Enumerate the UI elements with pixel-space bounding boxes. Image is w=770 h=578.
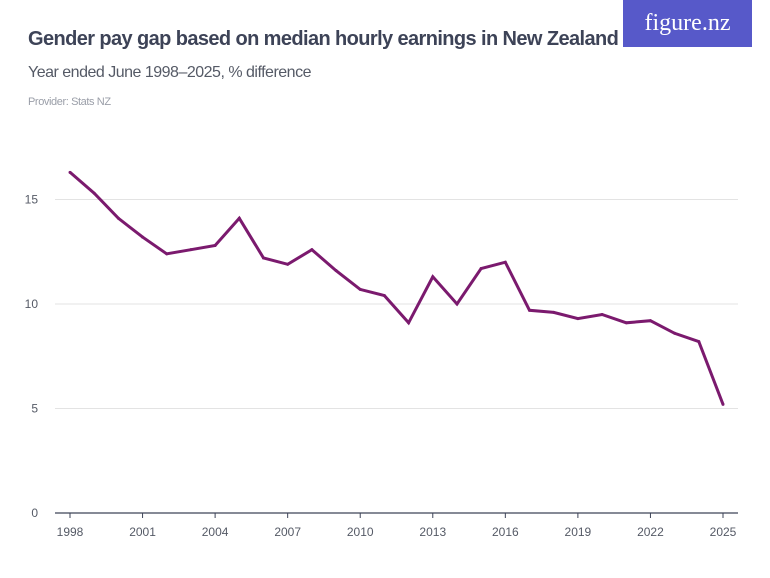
data-point	[600, 312, 604, 316]
provider-label: Provider: Stats NZ	[28, 96, 111, 108]
x-tick-label: 2013	[419, 525, 446, 539]
chart-title: Gender pay gap based on median hourly ea…	[28, 28, 619, 50]
data-point	[334, 269, 338, 273]
y-tick-label: 10	[25, 297, 39, 311]
x-tick-label: 2001	[129, 525, 156, 539]
data-point	[503, 260, 507, 264]
x-tick-label: 1998	[57, 525, 84, 539]
data-point	[68, 170, 72, 174]
data-point	[358, 287, 362, 291]
data-point	[431, 275, 435, 279]
x-tick-label: 2010	[347, 525, 374, 539]
y-tick-label: 0	[31, 506, 38, 520]
data-point	[92, 191, 96, 195]
data-point	[455, 302, 459, 306]
data-point	[479, 266, 483, 270]
data-point	[407, 321, 411, 325]
data-point	[141, 235, 145, 239]
data-point	[116, 216, 120, 220]
y-tick-label: 15	[25, 193, 39, 207]
data-point	[213, 243, 217, 247]
data-point	[697, 340, 701, 344]
chart-subtitle: Year ended June 1998–2025, % difference	[28, 64, 311, 81]
data-point	[528, 308, 532, 312]
data-point	[721, 402, 725, 406]
data-point	[624, 321, 628, 325]
x-tick-label: 2019	[565, 525, 592, 539]
x-tick-label: 2025	[710, 525, 737, 539]
x-tick-label: 2007	[274, 525, 301, 539]
data-point	[261, 256, 265, 260]
series-line	[69, 171, 725, 405]
data-point	[189, 248, 193, 252]
data-point	[165, 252, 169, 256]
x-tick-label: 2004	[202, 525, 229, 539]
data-point	[286, 262, 290, 266]
data-point	[382, 294, 386, 298]
data-point	[237, 216, 241, 220]
data-point	[310, 248, 314, 252]
data-point	[576, 317, 580, 321]
data-point	[648, 319, 652, 323]
x-tick-label: 2022	[637, 525, 664, 539]
x-tick-label: 2016	[492, 525, 519, 539]
data-point	[552, 310, 556, 314]
figure-nz-logo[interactable]: figure.nz	[623, 0, 752, 47]
y-tick-label: 5	[31, 402, 38, 416]
data-point	[673, 331, 677, 335]
